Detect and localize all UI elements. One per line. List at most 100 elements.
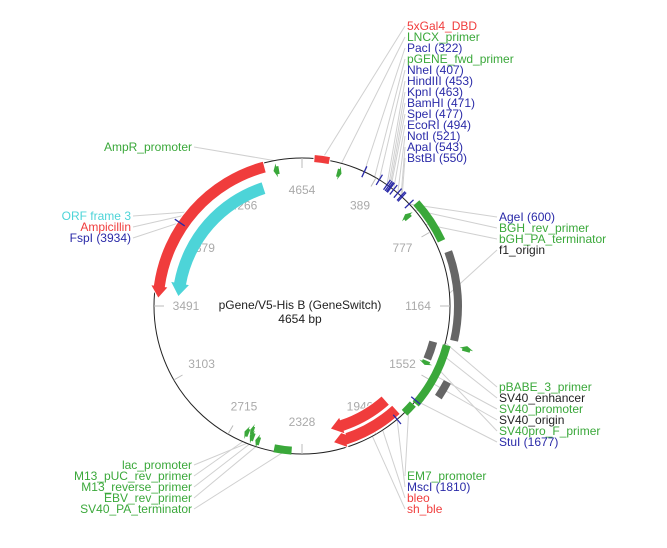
leader-line [341,36,406,164]
leader-line [382,429,406,499]
label-sv40-enhancer: SV40_enhancer [499,391,585,405]
feature-sh-ble [332,404,401,449]
tick-mark [370,177,377,187]
label-sv40-origin: SV40_origin [499,413,564,427]
feature-5xgal4-dbd [313,153,332,166]
plasmid-name: pGene/V5-His B (GeneSwitch) [219,298,382,312]
leader-line [429,381,498,421]
feature-orf-frame-3 [171,182,266,297]
leader-line [363,47,406,172]
site-marker [361,166,368,178]
label-bamhi-471-: BamHI (471) [407,96,475,110]
feature-sv40-enhancer [423,340,438,361]
label-apai-543-: ApaI (543) [407,140,463,154]
label-spei-477-: SpeI (477) [407,107,463,121]
site-marker [404,199,414,209]
feature-ampicillin [149,160,267,300]
label-ecori-494-: EcoRI (494) [407,118,471,132]
label-m13-reverse-primer: M13_reverse_primer [81,480,192,494]
label-lncx-primer: LNCX_primer [407,30,480,44]
feature-ampr-promoter [273,163,280,178]
label-bgh-rev-primer: BGH_rev_primer [499,221,589,235]
label-fspi-3934-: FspI (3934) [70,231,131,245]
label-paci-322-: PacI (322) [407,41,462,55]
label-sv40-promoter: SV40_promoter [499,402,583,416]
site-marker [393,188,403,199]
feature-m13-puc-rev-primer [244,426,251,440]
site-marker [396,191,406,201]
site-marker [384,180,393,192]
feature-bgh-pa-terminator [413,200,446,243]
label-agei-600-: AgeI (600) [499,210,555,224]
leader-line [378,69,406,180]
label-nhei-407-: NheI (407) [407,63,464,77]
tick-label: 777 [392,241,412,255]
label-sh-ble: sh_ble [407,502,443,516]
leader-line [193,452,283,510]
leader-line [390,113,406,188]
site-marker [382,179,391,191]
leader-line [441,353,498,399]
tick-label: 389 [350,199,370,213]
label-kpni-463-: KpnI (463) [407,85,463,99]
tick-label: 2328 [289,415,316,429]
leader-line [388,91,406,187]
label-pgene-fwd-primer: pGENE_fwd_primer [407,52,514,66]
leader-line [193,443,250,488]
leader-line [393,124,406,190]
tick-label: 1164 [405,299,431,313]
leader-line [193,441,244,477]
leader-line [132,214,186,228]
leader-line [396,419,406,488]
leader-line [193,442,248,466]
site-marker [397,192,407,202]
leader-line [400,146,406,197]
site-marker [410,396,421,405]
leader-line [401,157,406,197]
feature-bleo [329,395,391,435]
feature-lncx-primer [335,166,342,180]
label-bstbi-550-: BstBI (550) [407,151,467,165]
leader-line [415,400,498,443]
site-marker [385,181,394,193]
feature-m13-reverse-primer [249,430,256,444]
plasmid-length: 4654 bp [278,312,322,326]
feature-sv40-promoter [412,344,451,407]
feature-sv40-pa-terminator [273,444,292,455]
label-msci-1810-: MscI (1810) [407,480,470,494]
tick-label: 1552 [389,357,416,371]
leader-line [371,435,406,510]
leader-line [386,80,406,185]
label-bgh-pa-terminator: bGH_PA_terminator [499,232,606,246]
tick-mark [227,425,234,435]
feature-pbabe-3-primer [459,346,474,353]
leader-line [193,446,257,499]
tick-mark [421,231,431,238]
label-hindiii-453-: HindIII (453) [407,74,473,88]
tick-mark [173,374,183,381]
feature-sv40-origin [435,380,451,400]
feature-sv40pro-f-primer [419,359,433,366]
feature-em7-promoter [401,401,416,416]
tick-label: 2715 [231,399,258,413]
site-marker [389,184,398,195]
leader-line [389,102,406,188]
label-pbabe-3-primer: pBABE_3_primer [499,380,592,394]
label-stui-1677-: StuI (1677) [499,435,558,449]
label-f1-origin: f1_origin [499,243,545,257]
leader-line [404,408,410,477]
site-marker [375,174,383,186]
leader-line [132,222,180,239]
label-noti-521-: NotI (521) [407,129,460,143]
feature-ebv-rev-primer [255,434,262,448]
feature-lac-promoter [249,423,256,437]
leader-line [193,146,275,162]
leader-line [436,366,498,432]
label-sv40pro-f-primer: SV40pro_F_primer [499,424,600,438]
label-bleo: bleo [407,491,430,505]
leader-line [374,58,406,178]
tick-label: 4654 [289,183,316,197]
label-m13-puc-rev-primer: M13_pUC_rev_primer [74,469,192,483]
label-sv40-pa-terminator: SV40_PA_terminator [80,502,192,516]
